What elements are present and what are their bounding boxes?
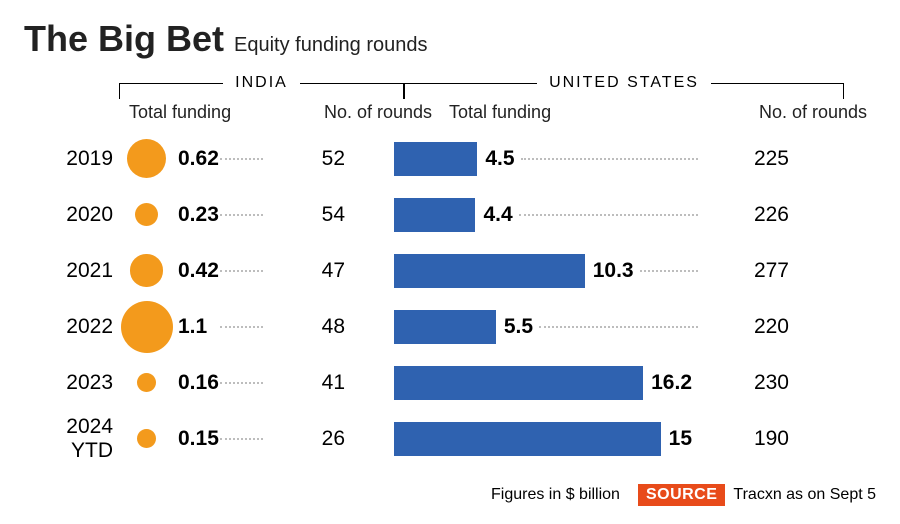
us-bar-cell: 16.2 xyxy=(394,366,704,400)
india-rounds-value: 52 xyxy=(269,147,349,171)
india-bubble xyxy=(137,429,156,448)
us-bar xyxy=(394,422,661,456)
us-funding-value: 10.3 xyxy=(585,259,634,283)
india-rounds-value: 26 xyxy=(269,427,349,451)
india-funding-label: Total funding xyxy=(119,102,269,123)
us-bar xyxy=(394,254,585,288)
us-header: UNITED STATES xyxy=(404,70,844,96)
us-bar-cell: 10.3 xyxy=(394,254,704,288)
data-row: 2024 YTD0.152615190 xyxy=(24,411,876,459)
dot-leader xyxy=(220,382,263,384)
india-bubble xyxy=(130,254,162,286)
us-funding-value: 5.5 xyxy=(496,315,533,339)
dot-leader xyxy=(220,270,263,272)
dot-leader xyxy=(220,158,263,160)
us-bar xyxy=(394,366,643,400)
india-header: INDIA xyxy=(119,70,404,96)
source-text: Tracxn as on Sept 5 xyxy=(733,486,876,504)
us-funding-value: 15 xyxy=(661,427,692,451)
india-funding-value: 0.42 xyxy=(174,259,214,283)
us-rounds-value: 277 xyxy=(704,259,789,283)
us-bar-cell: 5.5 xyxy=(394,310,704,344)
us-bar-cell: 15 xyxy=(394,422,704,456)
us-funding-label: Total funding xyxy=(449,102,759,123)
chart-title: The Big Bet xyxy=(24,18,224,60)
dot-leader xyxy=(521,158,698,160)
india-bubble-cell xyxy=(119,355,174,410)
data-rows: 2019 0.62 52 4.5 225 2020 0.23 54 4.4 226 2021 0.42… xyxy=(24,131,876,459)
us-rounds-label: No. of rounds xyxy=(759,102,844,123)
dot-leader xyxy=(640,270,698,272)
us-rounds-value: 230 xyxy=(704,371,789,395)
chart-subtitle: Equity funding rounds xyxy=(234,34,427,57)
india-funding-value: 1.1 xyxy=(174,315,214,339)
footer-note: Figures in $ billion xyxy=(491,486,620,504)
india-rounds-label: No. of rounds xyxy=(324,102,404,123)
india-bubble-cell xyxy=(119,411,174,466)
dot-leader xyxy=(519,214,698,216)
footer: Figures in $ billion SOURCE Tracxn as on… xyxy=(24,484,876,506)
india-bubble xyxy=(121,301,173,353)
dot-leader xyxy=(539,326,698,328)
dot-leader xyxy=(220,438,263,440)
year-label: 2019 xyxy=(24,147,119,171)
data-row: 2022 1.1 48 5.5 220 xyxy=(24,299,876,347)
us-rounds-value: 225 xyxy=(704,147,789,171)
us-bar-cell: 4.4 xyxy=(394,198,704,232)
india-rounds-value: 54 xyxy=(269,203,349,227)
us-bar xyxy=(394,142,477,176)
data-row: 2023 0.16 41 16.2 230 xyxy=(24,355,876,403)
year-label: 2023 xyxy=(24,371,119,395)
title-row: The Big Bet Equity funding rounds xyxy=(24,18,876,60)
india-funding-value: 0.15 xyxy=(174,427,214,451)
india-bubble-cell xyxy=(119,187,174,242)
india-funding-value: 0.23 xyxy=(174,203,214,227)
us-funding-value: 4.4 xyxy=(475,203,512,227)
year-label: 2021 xyxy=(24,259,119,283)
year-label: 2024 YTD xyxy=(24,415,119,463)
data-row: 2021 0.42 47 10.3 277 xyxy=(24,243,876,291)
india-label: INDIA xyxy=(223,74,300,92)
country-header-row: INDIA UNITED STATES xyxy=(24,70,876,96)
us-bar-cell: 4.5 xyxy=(394,142,704,176)
us-rounds-value: 226 xyxy=(704,203,789,227)
us-funding-value: 16.2 xyxy=(643,371,692,395)
india-bubble xyxy=(137,373,157,393)
us-funding-value: 4.5 xyxy=(477,147,514,171)
india-rounds-value: 48 xyxy=(269,315,349,339)
india-funding-value: 0.62 xyxy=(174,147,214,171)
dot-leader xyxy=(220,326,263,328)
india-bubble xyxy=(135,203,159,227)
india-bubble-cell xyxy=(119,299,174,354)
data-row: 2019 0.62 52 4.5 225 xyxy=(24,131,876,179)
column-labels: Total funding No. of rounds Total fundin… xyxy=(24,102,876,123)
source-badge: SOURCE xyxy=(638,484,725,506)
us-bar xyxy=(394,198,475,232)
us-rounds-value: 190 xyxy=(704,427,789,451)
year-label: 2020 xyxy=(24,203,119,227)
data-row: 2020 0.23 54 4.4 226 xyxy=(24,187,876,235)
india-bubble xyxy=(127,139,166,178)
year-label: 2022 xyxy=(24,315,119,339)
india-funding-value: 0.16 xyxy=(174,371,214,395)
india-rounds-value: 41 xyxy=(269,371,349,395)
india-rounds-value: 47 xyxy=(269,259,349,283)
dot-leader xyxy=(220,214,263,216)
us-rounds-value: 220 xyxy=(704,315,789,339)
india-bubble-cell xyxy=(119,243,174,298)
india-bubble-cell xyxy=(119,131,174,186)
us-bar xyxy=(394,310,496,344)
us-label: UNITED STATES xyxy=(537,74,711,92)
